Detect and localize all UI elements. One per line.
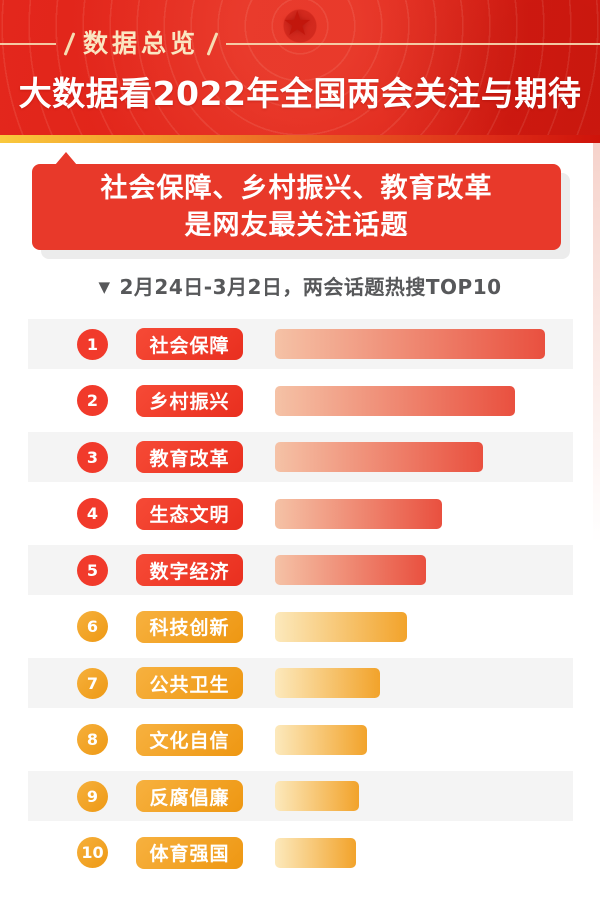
slash-icon <box>63 31 76 56</box>
topic-row: 7 公共卫生 <box>28 658 573 708</box>
rank-badge: 8 <box>77 724 108 755</box>
topic-row: 1 社会保障 <box>28 319 573 369</box>
topic-row: 8 文化自信 <box>28 715 573 765</box>
top10-list: 1 社会保障 2 乡村振兴 3 教育改革 4 生态文明 5 数字经济 6 科技创… <box>28 319 573 884</box>
topic-label: 体育强国 <box>136 836 243 869</box>
topic-label: 乡村振兴 <box>136 384 243 417</box>
heat-bar <box>275 724 367 755</box>
topic-label: 教育改革 <box>136 441 243 473</box>
heat-bar <box>275 611 408 642</box>
right-edge-tint <box>593 143 600 543</box>
section-tag: 数据总览 <box>83 29 200 58</box>
rank-badge: 7 <box>77 667 108 699</box>
star-emblem-icon: ★ <box>282 4 313 44</box>
rank-badge: 9 <box>77 780 108 812</box>
banner-line-1: 社会保障、乡村振兴、教育改革 <box>100 173 493 204</box>
topic-row: 9 反腐倡廉 <box>28 771 573 821</box>
tagline-rule-left <box>0 42 56 45</box>
page-title: 大数据看2022年全国两会关注与期待 <box>18 74 582 113</box>
topic-row: 5 数字经济 <box>28 545 573 595</box>
rank-badge: 5 <box>77 554 108 586</box>
rank-badge: 2 <box>77 385 108 416</box>
topic-label: 社会保障 <box>136 328 243 360</box>
heat-bar <box>275 837 356 868</box>
heat-bar <box>275 498 443 529</box>
chart-subtitle-text: 2月24日-3月2日，两会话题热搜TOP10 <box>119 275 502 299</box>
rank-badge: 3 <box>77 441 108 473</box>
heat-bar <box>275 329 545 359</box>
key-finding-banner: 社会保障、乡村振兴、教育改革 是网友最关注话题 <box>32 152 561 250</box>
chart-subtitle: ▼ 2月24日-3月2日，两会话题热搜TOP10 <box>0 271 600 300</box>
topic-label: 公共卫生 <box>136 667 243 699</box>
rank-badge: 4 <box>77 498 108 529</box>
topic-row: 4 生态文明 <box>28 489 573 539</box>
tagline-rule-right <box>226 42 600 45</box>
topic-row: 6 科技创新 <box>28 602 573 652</box>
topic-label: 数字经济 <box>136 554 243 586</box>
heat-bar <box>275 555 427 585</box>
heat-bar <box>275 442 483 472</box>
header-banner: ★ 数据总览 大数据看2022年全国两会关注与期待 <box>0 0 600 143</box>
speech-tail-icon <box>55 152 77 165</box>
topic-label: 生态文明 <box>136 497 243 530</box>
topic-row: 2 乡村振兴 <box>28 376 573 426</box>
triangle-down-icon: ▼ <box>98 278 111 296</box>
heat-bar <box>275 385 516 416</box>
rank-badge: 10 <box>77 837 108 868</box>
section-tagline: 数据总览 <box>0 31 600 56</box>
topic-label: 科技创新 <box>136 610 243 643</box>
rank-badge: 1 <box>77 328 108 360</box>
banner-line-2: 是网友最关注话题 <box>184 210 409 241</box>
topic-label: 反腐倡廉 <box>136 780 243 812</box>
topic-row: 10 体育强国 <box>28 828 573 878</box>
header-gradient-stripe <box>0 135 600 143</box>
topic-label: 文化自信 <box>136 723 243 756</box>
heat-bar <box>275 781 359 811</box>
slash-icon <box>206 31 219 56</box>
rank-badge: 6 <box>77 611 108 642</box>
topic-row: 3 教育改革 <box>28 432 573 482</box>
heat-bar <box>275 668 381 698</box>
